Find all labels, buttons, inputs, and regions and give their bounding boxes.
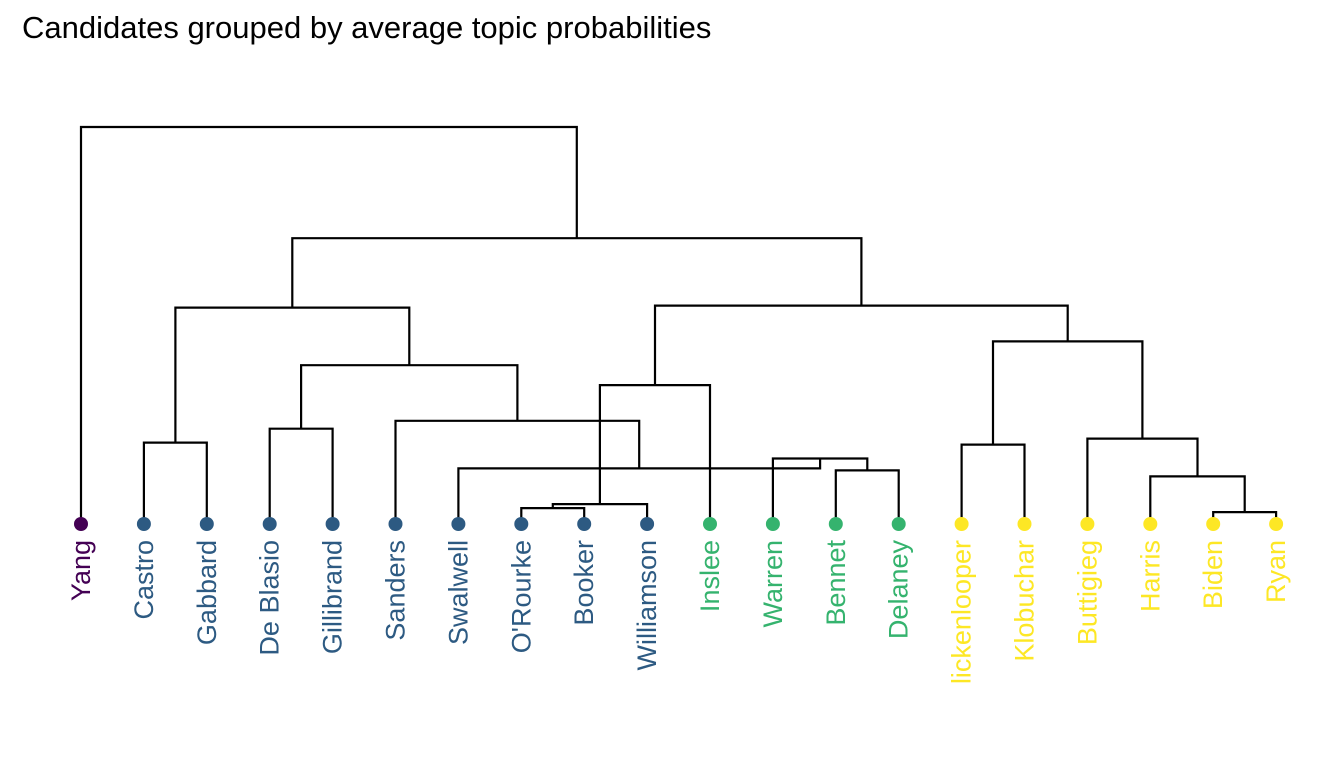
- leaf-point: [74, 517, 88, 531]
- leaf-label: Gillibrand: [318, 540, 348, 654]
- leaf-point: [954, 517, 969, 531]
- dendrogram-link-0: [1212, 511, 1278, 524]
- leaf-label: O'Rourke: [506, 540, 536, 653]
- leaf-point: [199, 517, 214, 531]
- leaf-point: [765, 517, 780, 531]
- dendrogram-link-14: [300, 364, 519, 429]
- leaf-point: [828, 517, 843, 531]
- dendrogram-link-2: [834, 469, 900, 524]
- leaf-point: [640, 517, 655, 531]
- dendrogram-link-1: [520, 507, 586, 524]
- dendrogram-link-10: [268, 427, 334, 524]
- dendrogram-link-8: [960, 443, 1026, 524]
- leaf-label: Harris: [1135, 540, 1165, 612]
- dendrogram-link-9: [394, 419, 641, 524]
- chart-title: Candidates grouped by average topic prob…: [22, 10, 712, 45]
- leaf-point: [1206, 517, 1221, 531]
- dendrogram-links: [79, 125, 1278, 524]
- leaf-label: Sanders: [381, 540, 411, 641]
- leaf-label: Ryan: [1261, 540, 1291, 603]
- dendrogram-link-17: [291, 237, 863, 308]
- leaf-point: [514, 517, 529, 531]
- dendrogram-link-7: [1086, 437, 1199, 524]
- leaf-label: Warren: [758, 540, 788, 628]
- leaf-point: [1017, 517, 1032, 531]
- leaf-label: Castro: [129, 540, 159, 620]
- leaf-label: Swalwell: [443, 540, 473, 645]
- leaf-label: Yang: [66, 540, 96, 601]
- leaf-label: Booker: [569, 540, 599, 626]
- dendrogram-link-5: [1149, 475, 1246, 524]
- dendrogram-leaves: Yang Castro Gabbard De Blasio Gillibrand Sand…: [66, 517, 1291, 684]
- leaf-point: [703, 517, 717, 531]
- dendrogram-link-15: [653, 304, 1069, 386]
- leaf-point: [1143, 517, 1158, 531]
- leaf-point: [325, 517, 340, 531]
- leaf-point: [388, 517, 403, 531]
- leaf-point: [136, 517, 151, 531]
- leaf-label: lickenlooper: [947, 540, 977, 684]
- leaf-label: Delaney: [884, 540, 914, 640]
- leaf-point: [1269, 517, 1284, 531]
- leaf-point: [891, 517, 906, 531]
- leaf-label: Inslee: [695, 540, 725, 612]
- leaf-label: Biden: [1198, 540, 1228, 609]
- leaf-label: Bennet: [821, 540, 851, 626]
- leaf-label: De Blasio: [255, 540, 285, 656]
- dendrogram-link-12: [991, 340, 1144, 445]
- leaf-label: Klobuchar: [1010, 540, 1040, 662]
- leaf-point: [1080, 517, 1095, 531]
- dendrogram-link-18: [79, 125, 578, 524]
- dendrogram-link-16: [174, 306, 411, 443]
- leaf-label: Gabbard: [192, 540, 222, 645]
- leaf-label: Williamson: [632, 540, 662, 671]
- leaf-point: [451, 517, 466, 531]
- leaf-point: [577, 517, 592, 531]
- dendrogram-link-11: [142, 441, 208, 524]
- leaf-point: [262, 517, 277, 531]
- leaf-label: Buttigieg: [1072, 540, 1102, 645]
